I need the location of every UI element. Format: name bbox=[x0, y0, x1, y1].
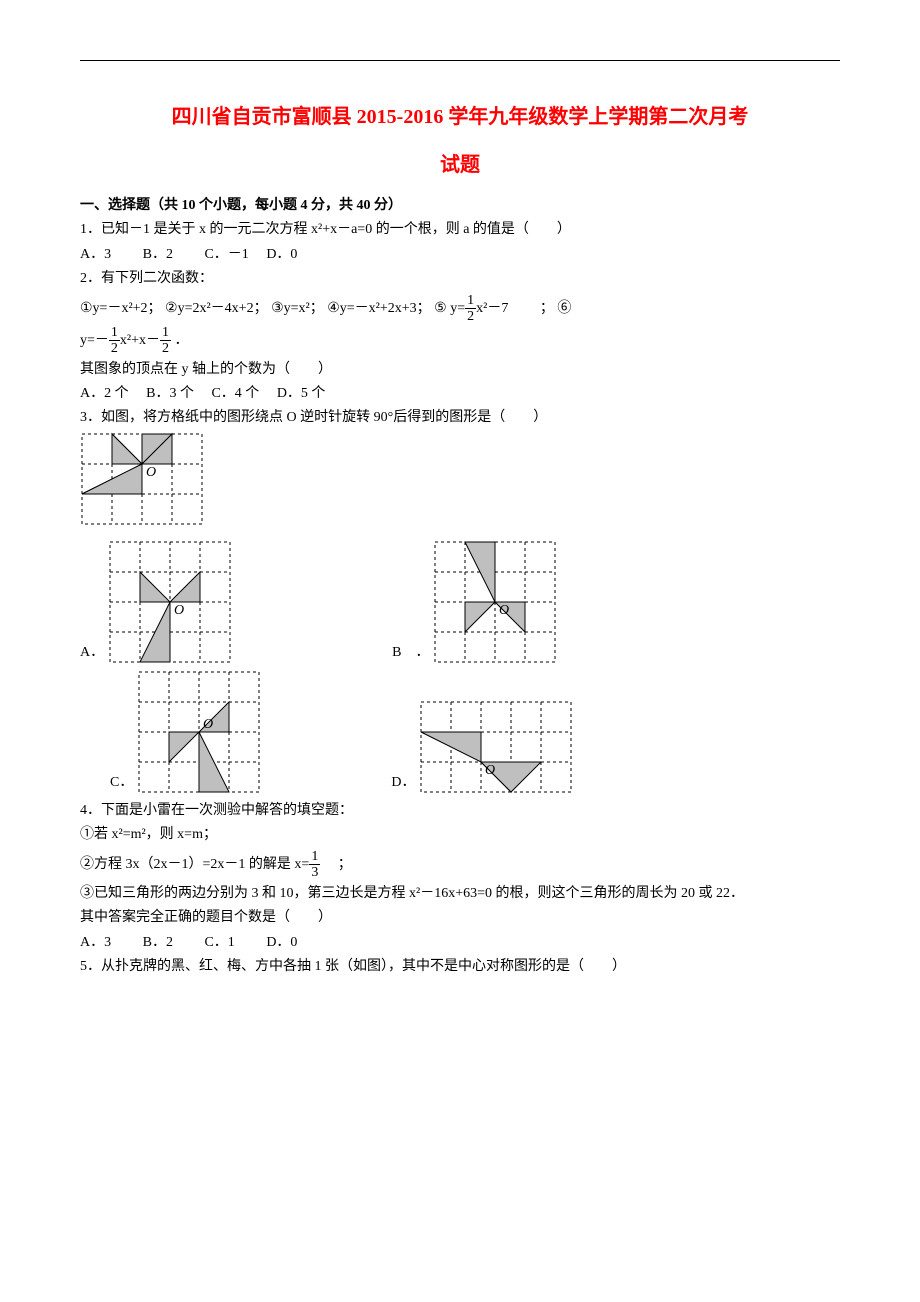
q2-item6-mid: x²+x－ bbox=[120, 333, 160, 348]
q3-optD-label: D． bbox=[391, 772, 415, 794]
q4-line2-x: x= bbox=[294, 857, 309, 872]
q2-item6-tail: ． bbox=[175, 333, 189, 348]
title-line1: 四川省自贡市富顺县 2015-2016 学年九年级数学上学期第二次月考 bbox=[80, 101, 840, 133]
q1-optA: A．3 bbox=[80, 247, 111, 262]
svg-text:O: O bbox=[203, 717, 213, 732]
q2-items-prefix: ①y=－x²+2； ②y=2x²－4x+2； ③y=x²； ④y=－x²+2x+… bbox=[80, 301, 447, 316]
q3-stem: 3．如图，将方格纸中的图形绕点 O 逆时针旋转 90°后得到的图形是（ ） bbox=[80, 407, 840, 429]
q1-optC: C．－1 bbox=[204, 247, 248, 262]
q2-stem: 2．有下列二次函数： bbox=[80, 268, 840, 290]
q3-original-figure: O bbox=[80, 432, 840, 534]
q4-line2-den: 3 bbox=[309, 865, 320, 880]
q3-fig-d: O bbox=[419, 700, 573, 794]
q3-fig-original: O bbox=[80, 432, 204, 526]
q4-optA: A．3 bbox=[80, 935, 111, 950]
svg-text:O: O bbox=[499, 603, 509, 618]
q2-item6-pre: y=－ bbox=[80, 333, 109, 348]
q1-stem: 1．已知－1 是关于 x 的一元二次方程 x²+x－a=0 的一个根，则 a 的… bbox=[80, 219, 840, 241]
title-line2: 试题 bbox=[80, 149, 840, 181]
q2-item6-den2: 2 bbox=[160, 341, 171, 356]
top-rule bbox=[80, 60, 840, 61]
q2-item6-frac1: 12 bbox=[109, 325, 120, 357]
q3-choice-c: C． O bbox=[110, 670, 261, 794]
q4-line2-expr: x=13 bbox=[294, 849, 320, 881]
q2-item6-num1: 1 bbox=[109, 325, 120, 341]
q3-optA-label: A． bbox=[80, 642, 104, 664]
svg-text:O: O bbox=[485, 763, 495, 778]
q3-optC-label: C． bbox=[110, 772, 133, 794]
q3-optB-label: B ． bbox=[392, 642, 429, 664]
q5-stem: 5．从扑克牌的黑、红、梅、方中各抽 1 张（如图），其中不是中心对称图形的是（ … bbox=[80, 956, 840, 978]
q2-optD: D．5 个 bbox=[277, 386, 326, 401]
q2-item5-tail: x²－7 bbox=[476, 301, 508, 316]
q2-optC: C．4 个 bbox=[211, 386, 259, 401]
q1-options: A．3 B．2 C．－1 D．0 bbox=[80, 244, 840, 266]
q2-item6-frac2: 12 bbox=[160, 325, 171, 357]
q4-optD: D．0 bbox=[266, 935, 297, 950]
q2-item5-frac: 12 bbox=[465, 293, 476, 325]
q3-choice-a: A． O bbox=[80, 540, 232, 664]
section1-header: 一、选择题（共 10 个小题，每小题 4 分，共 40 分） bbox=[80, 195, 840, 217]
q4-line2-tail: ； bbox=[324, 857, 352, 872]
q3-row-ab: A． O B ． bbox=[80, 540, 840, 664]
q2-item5-den: 2 bbox=[465, 309, 476, 324]
q3-fig-a: O bbox=[108, 540, 232, 664]
q4-options: A．3 B．2 C．1 D．0 bbox=[80, 932, 840, 954]
q2-item5: y=12x²－7 bbox=[450, 293, 508, 325]
q4-line2: ②方程 3x（2x－1）=2x－1 的解是 x=13 ； bbox=[80, 849, 840, 881]
q2-optB: B．3 个 bbox=[146, 386, 194, 401]
q2-item6-num2: 1 bbox=[160, 325, 171, 341]
q2-line3: 其图象的顶点在 y 轴上的个数为（ ） bbox=[80, 359, 840, 381]
q3-choice-d: D． O bbox=[391, 700, 573, 794]
q4-optB: B．2 bbox=[143, 935, 173, 950]
q4-line4: 其中答案完全正确的题目个数是（ ） bbox=[80, 907, 840, 929]
q4-line3: ③已知三角形的两边分别为 3 和 10，第三边长是方程 x²－16x+63=0 … bbox=[80, 883, 840, 905]
q2-options: A．2 个 B．3 个 C．4 个 D．5 个 bbox=[80, 383, 840, 405]
q2-after5: ； ⑥ bbox=[512, 301, 572, 316]
q4-optC: C．1 bbox=[204, 935, 234, 950]
q4-stem: 4．下面是小雷在一次测验中解答的填空题： bbox=[80, 800, 840, 822]
q4-line2-num: 1 bbox=[309, 849, 320, 865]
q2-item5-num: 1 bbox=[465, 293, 476, 309]
q1-optB: B．2 bbox=[143, 247, 173, 262]
q4-line1: ①若 x²=m²，则 x=m； bbox=[80, 824, 840, 846]
q2-optA: A．2 个 bbox=[80, 386, 129, 401]
q3-choice-b: B ． O bbox=[392, 540, 557, 664]
svg-text:O: O bbox=[174, 603, 184, 618]
q1-optD: D．0 bbox=[266, 247, 297, 262]
q4-line2-a: ②方程 3x（2x－1）=2x－1 的解是 bbox=[80, 857, 291, 872]
q4-line2-frac: 13 bbox=[309, 849, 320, 881]
q3-fig-b: O bbox=[433, 540, 557, 664]
svg-text:O: O bbox=[146, 465, 156, 480]
q2-item5-y: y= bbox=[450, 301, 465, 316]
q2-item6: y=－12x²+x－12 bbox=[80, 325, 171, 357]
q3-fig-c: O bbox=[137, 670, 261, 794]
q3-row-cd: C． O D． bbox=[80, 670, 840, 794]
q2-items: ①y=－x²+2； ②y=2x²－4x+2； ③y=x²； ④y=－x²+2x+… bbox=[80, 293, 840, 357]
q2-item6-den1: 2 bbox=[109, 341, 120, 356]
